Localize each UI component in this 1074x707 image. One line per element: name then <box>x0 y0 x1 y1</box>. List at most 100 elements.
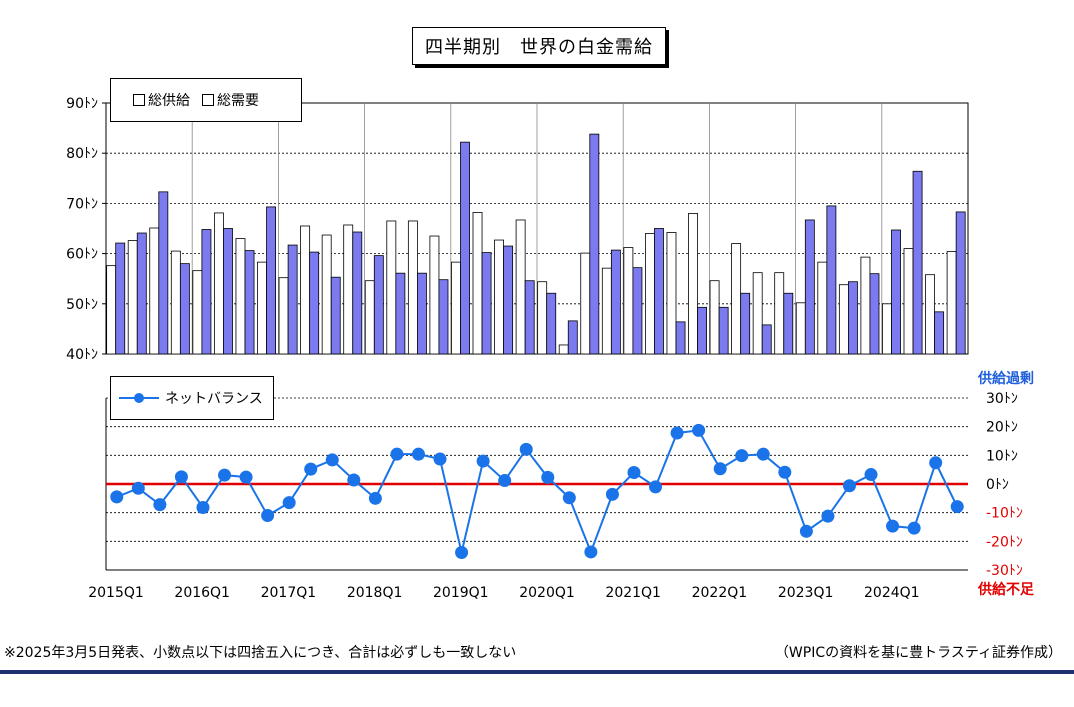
net-balance-point <box>756 447 770 461</box>
bar-supply <box>774 272 785 355</box>
footnote: ※2025年3月5日発表、小数点以下は四捨五入につき、合計は必ずしも一致しない <box>4 645 517 661</box>
legend-label-supply: 総供給 <box>148 93 190 109</box>
bar-demand <box>912 170 923 355</box>
bar-demand <box>567 320 578 355</box>
bar-supply <box>321 234 332 355</box>
bar-demand <box>179 263 190 355</box>
bar-demand <box>309 251 320 355</box>
bar-demand <box>330 276 341 355</box>
y-tick-label-bottom: -20ﾄﾝ <box>986 534 1023 550</box>
net-balance-point <box>519 442 533 456</box>
bar-supply <box>213 212 224 355</box>
bar-demand <box>244 250 255 355</box>
bar-supply <box>149 227 160 355</box>
x-tick-label: 2021Q1 <box>605 585 661 601</box>
bar-supply <box>666 232 677 355</box>
net-balance-line <box>116 429 959 555</box>
y-tick-label-top: 40ﾄﾝ <box>66 347 98 363</box>
bar-demand <box>136 232 147 355</box>
bar-demand <box>460 141 470 355</box>
bar-supply <box>192 270 203 355</box>
net-balance-point <box>368 491 382 505</box>
bar-demand <box>373 255 384 355</box>
bar-demand <box>718 306 729 355</box>
net-balance-point <box>584 545 598 559</box>
net-balance-point <box>842 479 856 493</box>
bar-demand <box>546 292 557 355</box>
net-balance-point <box>864 468 878 482</box>
y-tick-label-bottom: 0ﾄﾝ <box>986 477 1009 493</box>
bar-supply <box>688 213 698 355</box>
net-balance-point <box>239 470 253 484</box>
net-balance-point <box>325 453 339 467</box>
net-balance-point <box>627 466 641 480</box>
net-balance-point <box>304 462 318 476</box>
bar-demand <box>201 229 212 355</box>
y-tick-label-bottom: -10ﾄﾝ <box>986 506 1023 522</box>
x-tick-label: 2023Q1 <box>778 585 834 601</box>
x-tick-label: 2024Q1 <box>864 585 920 601</box>
net-balance-point <box>821 509 835 523</box>
bar-supply <box>170 250 181 355</box>
bar-demand <box>804 219 815 355</box>
y-tick-label-top: 50ﾄﾝ <box>66 297 98 313</box>
net-balance-point <box>778 465 792 479</box>
bottom-rule <box>0 670 1074 674</box>
net-balance-point <box>174 470 188 484</box>
net-balance-point <box>562 491 576 505</box>
net-balance-point <box>433 452 447 466</box>
bar-supply <box>235 238 246 355</box>
bar-demand <box>287 244 298 355</box>
bar-supply <box>946 251 957 355</box>
bar-demand <box>826 205 837 355</box>
net-balance-point <box>110 490 124 504</box>
x-tick-label: 2015Q1 <box>88 585 144 601</box>
bar-demand <box>352 231 363 355</box>
net-balance-point <box>498 474 512 488</box>
bar-supply <box>860 256 871 355</box>
y-tick-label-bottom: 10ﾄﾝ <box>986 448 1018 464</box>
net-balance-point <box>605 487 619 501</box>
bar-supply <box>795 302 806 355</box>
x-tick-label: 2016Q1 <box>174 585 230 601</box>
net-balance-point <box>282 496 296 510</box>
bar-demand <box>654 228 664 355</box>
net-balance-point <box>411 447 425 461</box>
bar-demand <box>697 306 707 355</box>
bar-supply <box>623 247 634 355</box>
bar-demand <box>675 321 686 355</box>
bar-supply <box>106 265 117 355</box>
x-tick-label: 2017Q1 <box>261 585 317 601</box>
bar-demand <box>761 324 772 355</box>
bar-demand <box>891 229 901 355</box>
bar-demand <box>481 252 492 355</box>
legend-label-net: ネットバランス <box>165 391 263 407</box>
net-balance-point <box>347 473 361 487</box>
net-balance-point <box>649 480 663 494</box>
bar-supply <box>731 243 742 355</box>
shortage-label: 供給不足 <box>978 582 1034 598</box>
bottom-legend: ネットバランス <box>110 376 274 420</box>
net-balance-point <box>735 449 749 463</box>
bar-demand <box>416 272 427 355</box>
legend-swatch-supply <box>133 94 145 106</box>
y-tick-label-top: 70ﾄﾝ <box>66 196 98 212</box>
net-balance-point <box>455 546 469 560</box>
y-tick-label-bottom: -30ﾄﾝ <box>986 563 1023 579</box>
bar-supply <box>127 240 138 355</box>
net-balance-point <box>713 462 727 476</box>
net-balance-point <box>476 454 490 468</box>
bar-supply <box>580 252 591 355</box>
net-balance-point <box>670 426 684 440</box>
bar-supply <box>364 280 375 355</box>
bar-supply <box>257 261 267 355</box>
bar-supply <box>644 233 655 355</box>
net-balance-point <box>929 456 943 470</box>
source-note: （WPICの資料を基に豊トラスティ証券作成） <box>774 645 1062 661</box>
x-tick-label: 2019Q1 <box>433 585 489 601</box>
bar-demand <box>869 273 880 355</box>
bar-demand <box>266 206 276 355</box>
bar-demand <box>438 279 449 355</box>
bar-supply <box>278 277 289 355</box>
